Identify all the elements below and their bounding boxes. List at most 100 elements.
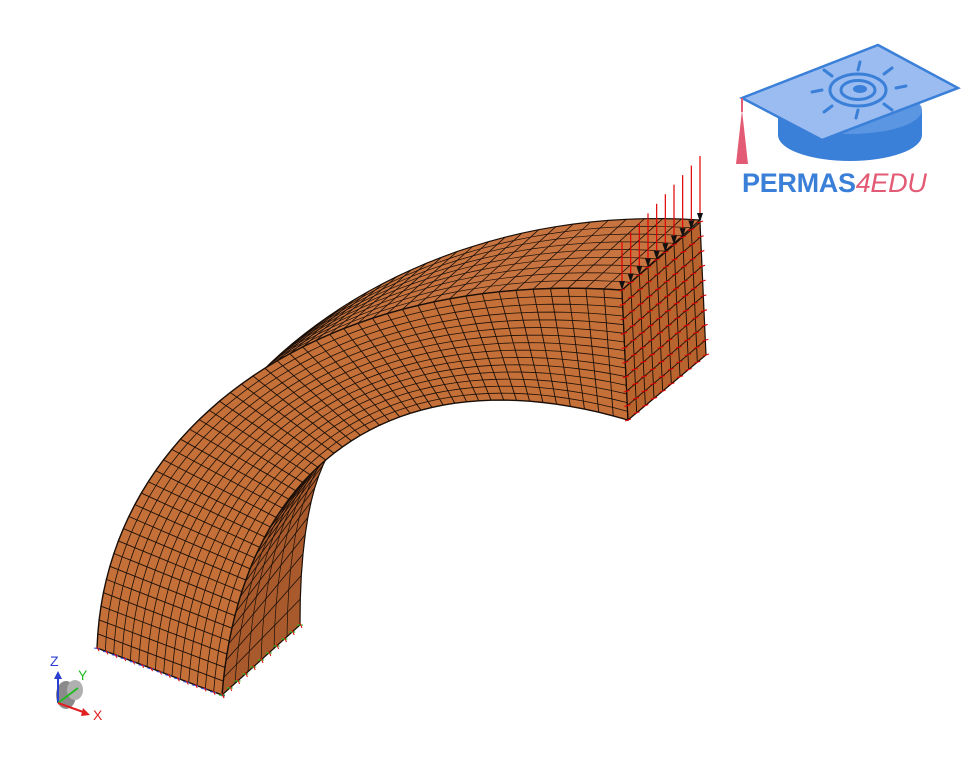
bc-marker <box>658 360 665 364</box>
bc-marker <box>630 353 638 357</box>
bc-marker <box>628 309 636 313</box>
load-arrow-head <box>688 220 695 230</box>
bc-marker <box>689 257 696 261</box>
boundary-condition-markers <box>93 220 710 699</box>
bc-marker <box>150 666 154 672</box>
bc-marker <box>650 382 657 386</box>
bc-marker <box>183 681 190 684</box>
bc-marker <box>244 671 248 678</box>
bc-marker <box>132 660 136 665</box>
bc-marker <box>129 660 136 663</box>
bc-marker <box>633 411 640 415</box>
bc-marker <box>165 674 172 677</box>
bc-marker <box>268 650 272 657</box>
bc-marker <box>645 280 652 284</box>
bc-marker <box>203 687 207 692</box>
logo-text-accent: 4EDU <box>855 168 927 198</box>
load-arrow-head <box>636 265 643 275</box>
logo-text-main: PERMAS <box>742 168 856 198</box>
bc-marker <box>105 650 109 655</box>
bc-marker <box>657 345 664 349</box>
logo-wordmark: PERMAS4EDU <box>742 170 927 197</box>
bc-marker <box>656 316 663 320</box>
bc-marker <box>701 323 708 327</box>
load-arrow-head <box>671 235 677 245</box>
bc-marker <box>237 678 241 685</box>
bc-marker <box>623 389 630 393</box>
bc-marker <box>676 375 684 379</box>
bc-marker <box>685 367 692 371</box>
bc-marker <box>640 374 648 379</box>
bc-marker <box>648 338 655 342</box>
bc-marker <box>123 656 127 662</box>
load-arrow-head <box>697 213 703 222</box>
bc-marker <box>659 389 666 393</box>
bc-marker <box>668 382 675 386</box>
bc-marker <box>682 294 689 298</box>
bc-marker <box>675 345 682 349</box>
bc-marker <box>681 279 688 283</box>
end-face <box>621 220 707 422</box>
bc-marker <box>688 242 696 246</box>
bc-marker <box>641 389 648 393</box>
bc-marker <box>638 316 645 320</box>
bc-marker <box>622 360 629 364</box>
coordinate-triad <box>54 671 90 716</box>
bc-marker <box>666 338 673 342</box>
bc-marker <box>690 286 698 291</box>
load-arrow-head <box>619 281 625 290</box>
bc-marker <box>700 309 708 313</box>
bc-marker <box>628 295 635 299</box>
bc-marker <box>624 404 631 408</box>
bc-marker <box>221 692 225 699</box>
bc-marker <box>647 324 654 328</box>
bc-marker <box>194 683 198 689</box>
bc-marker <box>673 301 680 305</box>
bc-marker <box>702 353 710 357</box>
bc-marker <box>620 317 627 321</box>
logo-cap-icon <box>736 43 961 164</box>
bc-marker <box>672 287 680 291</box>
load-arrow-head <box>627 273 634 283</box>
bc-marker <box>671 257 678 261</box>
bc-marker <box>654 287 662 291</box>
front-face <box>96 287 629 696</box>
bc-marker <box>629 324 636 328</box>
bc-marker <box>663 279 670 284</box>
bc-marker <box>692 331 700 335</box>
bc-marker <box>694 360 701 364</box>
bc-marker <box>664 309 672 313</box>
bc-marker <box>650 396 658 400</box>
bc-marker <box>120 657 127 660</box>
load-arrow-head <box>679 228 686 238</box>
bc-marker <box>636 287 644 291</box>
load-arrows <box>619 156 703 290</box>
bc-marker <box>159 670 162 675</box>
triad-z-label: Z <box>50 653 59 669</box>
bc-marker <box>680 264 688 269</box>
load-arrow-head <box>662 243 669 253</box>
bc-marker <box>631 367 638 371</box>
bc-marker <box>646 294 653 298</box>
bc-marker <box>654 272 661 276</box>
bc-marker <box>656 331 664 335</box>
bc-marker <box>648 353 656 357</box>
bc-marker <box>147 667 154 670</box>
bc-marker <box>674 331 682 335</box>
bc-marker <box>674 316 681 320</box>
bc-marker <box>201 687 208 690</box>
bc-marker <box>102 650 110 653</box>
bc-marker <box>672 272 679 276</box>
bc-marker <box>664 294 671 298</box>
bc-marker <box>176 676 180 682</box>
bc-marker <box>156 670 163 674</box>
bc-marker <box>167 673 171 679</box>
bc-marker <box>693 345 700 350</box>
bc-marker <box>692 316 699 320</box>
bc-marker <box>684 353 692 357</box>
bc-marker <box>676 360 683 364</box>
bc-marker <box>138 664 145 667</box>
bc-marker <box>174 677 181 680</box>
